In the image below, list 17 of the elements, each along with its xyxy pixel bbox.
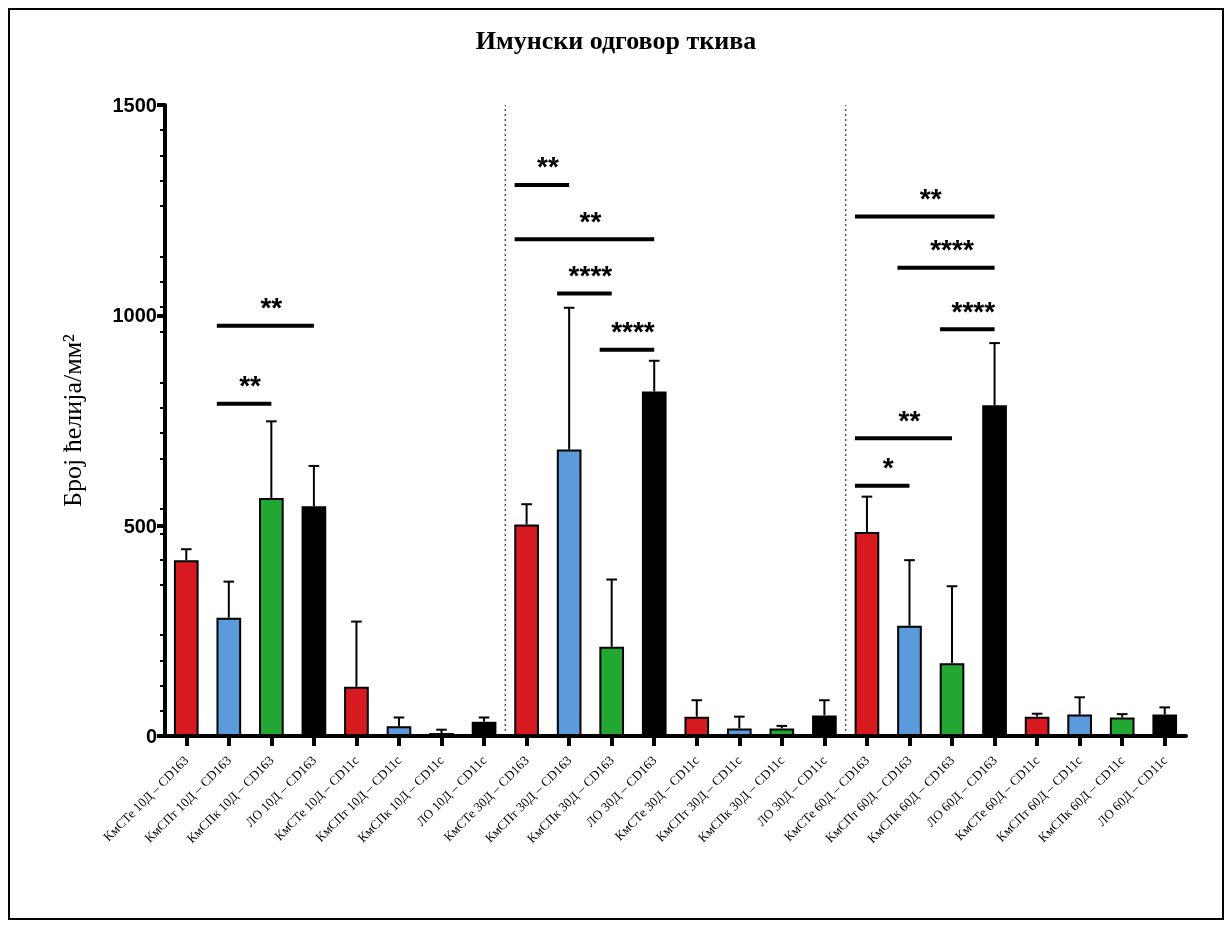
y-tick-label: 500 (123, 514, 157, 537)
annotation: **** (611, 316, 655, 348)
annotation: ** (898, 404, 921, 436)
annotation: ** (919, 182, 942, 214)
y-axis-title: Број ћелија/мм² (57, 333, 87, 507)
annotation: ** (579, 205, 602, 237)
annotation: * (882, 452, 894, 484)
chart-title: Имунски одговор ткива (475, 25, 757, 55)
annotation: **** (951, 295, 996, 327)
annotation: ** (239, 370, 262, 402)
y-tick-label: 0 (145, 725, 157, 747)
annotation: ** (536, 151, 559, 183)
annotation: ** (260, 292, 283, 324)
y-tick-label: 1500 (112, 94, 157, 116)
annotation: **** (930, 234, 974, 266)
annotation: **** (568, 259, 613, 291)
y-tick-label: 1000 (112, 304, 157, 327)
